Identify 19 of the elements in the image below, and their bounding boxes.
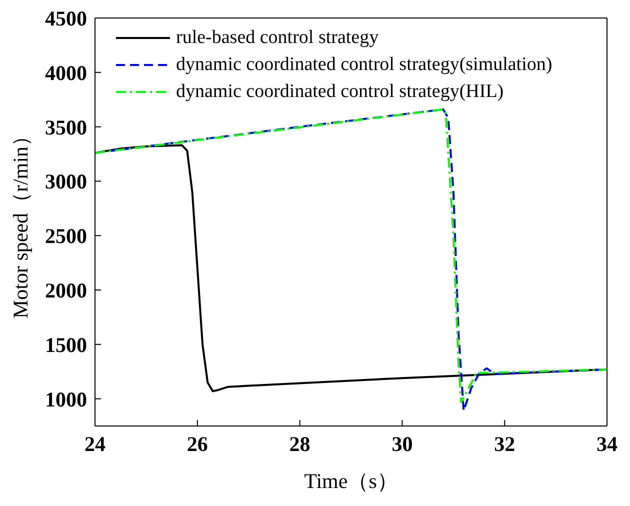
x-axis-title: Time（s） <box>304 469 398 493</box>
x-tick-label: 26 <box>186 432 208 456</box>
x-tick-label: 28 <box>289 432 310 456</box>
y-tick-label: 1000 <box>45 387 87 412</box>
x-tick-label: 24 <box>84 432 106 456</box>
y-tick-label: 3000 <box>45 170 87 194</box>
legend-label: dynamic coordinated control strategy(simulation) <box>176 54 552 76</box>
y-tick-label: 2500 <box>45 224 87 248</box>
x-tick-label: 30 <box>392 432 413 456</box>
y-tick-label: 4000 <box>45 60 87 85</box>
y-tick-label: 2000 <box>45 278 87 302</box>
legend-label: rule-based control strategy <box>176 26 379 48</box>
y-tick-label: 1500 <box>45 332 87 357</box>
legend-label: dynamic coordinated control strategy(HIL) <box>176 80 504 102</box>
x-tick-label: 34 <box>596 432 618 456</box>
y-tick-label: 3500 <box>45 115 87 140</box>
y-tick-label: 4500 <box>45 6 87 30</box>
y-axis-title: Motor speed（r/min） <box>8 125 32 319</box>
x-tick-label: 32 <box>494 432 516 456</box>
